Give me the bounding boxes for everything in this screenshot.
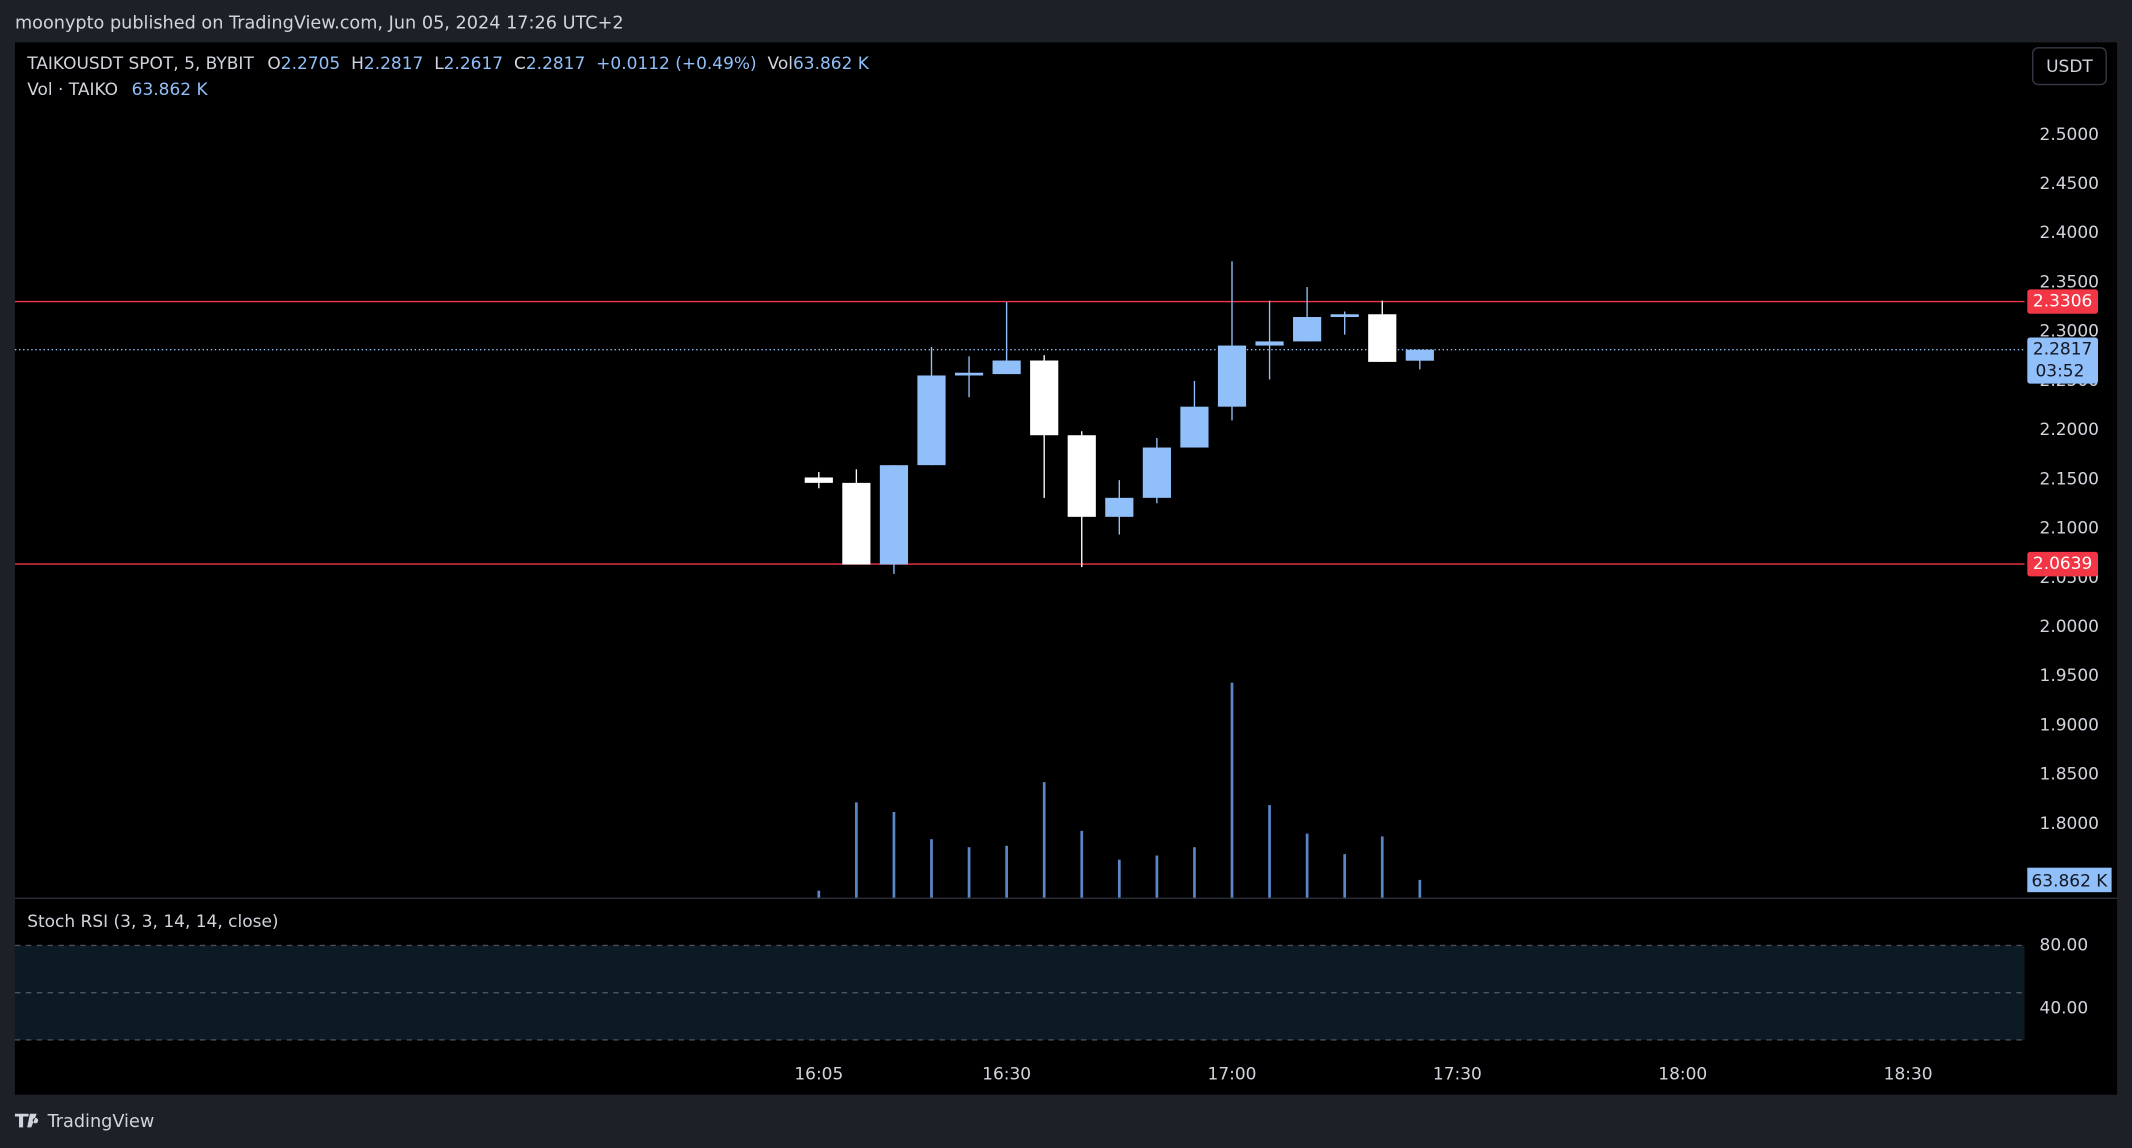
candle-body [879, 465, 909, 565]
volume-bar [1343, 854, 1347, 898]
countdown: 03:52 [2035, 361, 2084, 381]
candle-body [1142, 447, 1171, 498]
volume-bar [1155, 855, 1159, 898]
volume-bar [1230, 682, 1234, 898]
volume-bar [1117, 859, 1121, 898]
candle-body [954, 372, 984, 376]
candle-body [1368, 314, 1397, 362]
y-tick-label: 2.0000 [2040, 617, 2099, 637]
vol: Vol [768, 54, 793, 74]
y-tick-label: 2.3000 [2040, 322, 2099, 342]
legend: TAIKOUSDT SPOT, 5, BYBIT O2.2705 H2.2817 L2… [26, 54, 870, 74]
candle-body [842, 482, 871, 565]
volume-bar [1080, 830, 1084, 898]
currency[interactable]: USDT [2046, 57, 2093, 77]
c-val: 2.2817 [526, 54, 585, 74]
o-val: 2.2705 [281, 54, 340, 74]
candle-body [1217, 345, 1247, 407]
vol-legend: Vol · TAIKO 63.862 K [27, 80, 208, 100]
candle-body [1180, 406, 1209, 448]
hline-label-bg [2027, 289, 2099, 314]
x-tick-label: 17:00 [1208, 1064, 1257, 1084]
chart-area [14, 42, 2118, 1095]
c: C [514, 54, 526, 74]
h: H [351, 54, 364, 74]
candle-body [804, 477, 833, 483]
volume-bar [892, 812, 896, 898]
x-tick-label: 17:30 [1433, 1064, 1482, 1084]
candle-body [1330, 314, 1359, 318]
last-price-bg [2027, 337, 2099, 384]
x-tick-label: 16:30 [982, 1064, 1031, 1084]
volume-bar [967, 847, 971, 898]
vol-val: 63.862 K [793, 54, 870, 74]
vol-title-val: 63.862 K [132, 80, 209, 100]
y-tick-label: 2.1000 [2040, 519, 2099, 539]
o: O [267, 54, 280, 74]
volume-label-bg [2027, 867, 2112, 893]
logo [14, 1113, 39, 1128]
currency-button[interactable] [2032, 47, 2107, 86]
candle-body [1255, 341, 1284, 346]
x-tick-label: 16:05 [794, 1064, 843, 1084]
hline-label: 2.0639 [2033, 554, 2092, 574]
change: +0.0112 (+0.49%) [596, 54, 757, 74]
x-tick-label: 18:00 [1658, 1064, 1707, 1084]
volume-bar [1268, 805, 1271, 898]
vol-title: Vol · TAIKO [27, 80, 118, 100]
candle-body [1105, 497, 1134, 517]
y-tick-label: 2.1500 [2040, 469, 2099, 489]
hline-label: 2.3306 [2033, 292, 2092, 312]
candle-body [1293, 317, 1322, 342]
last-price-label: 2.2817 [2033, 340, 2092, 360]
y-tick-label: 1.8000 [2040, 814, 2099, 834]
volume-bar [1380, 836, 1384, 898]
volume-bar [1042, 782, 1046, 898]
l: L [434, 54, 444, 74]
candle-body [1405, 349, 1434, 361]
hline-label-bg [2027, 551, 2099, 577]
volume-bar [1305, 833, 1309, 898]
y-tick-label: 2.3500 [2040, 272, 2099, 292]
volume-label: 63.862 K [2031, 871, 2108, 891]
volume-bar [930, 839, 933, 898]
volume-bar [1418, 879, 1422, 898]
y-tick-label: 1.9000 [2040, 715, 2099, 735]
volume-bar [1005, 845, 1008, 898]
candle-body [1030, 360, 1059, 436]
y-tick-label: 2.5000 [2040, 125, 2099, 145]
x-tick-label: 18:30 [1884, 1064, 1933, 1084]
stoch-tick-label: 80.00 [2040, 935, 2089, 955]
symbol: TAIKOUSDT SPOT, 5, BYBIT [26, 54, 254, 74]
footer-brand: TradingView [47, 1112, 155, 1132]
volume-bar [817, 890, 821, 898]
candle-body [917, 375, 946, 466]
y-tick-label: 2.4000 [2040, 223, 2099, 243]
l-val: 2.2617 [444, 54, 503, 74]
stoch-tick-label: 40.00 [2040, 998, 2089, 1018]
volume-bar [1193, 847, 1196, 898]
h-val: 2.2817 [364, 54, 423, 74]
candle-body [992, 360, 1021, 375]
volume-bar [855, 802, 858, 898]
y-tick-label: 1.8500 [2040, 765, 2099, 785]
y-tick-label: 2.2000 [2040, 420, 2099, 440]
candle-body [1067, 435, 1096, 517]
stoch-title: Stoch RSI (3, 3, 14, 14, close) [27, 912, 278, 932]
y-tick-label: 2.4500 [2040, 174, 2099, 194]
publish-note: moonypto published on TradingView.com, J… [15, 13, 624, 33]
y-tick-label: 1.9500 [2040, 666, 2099, 686]
